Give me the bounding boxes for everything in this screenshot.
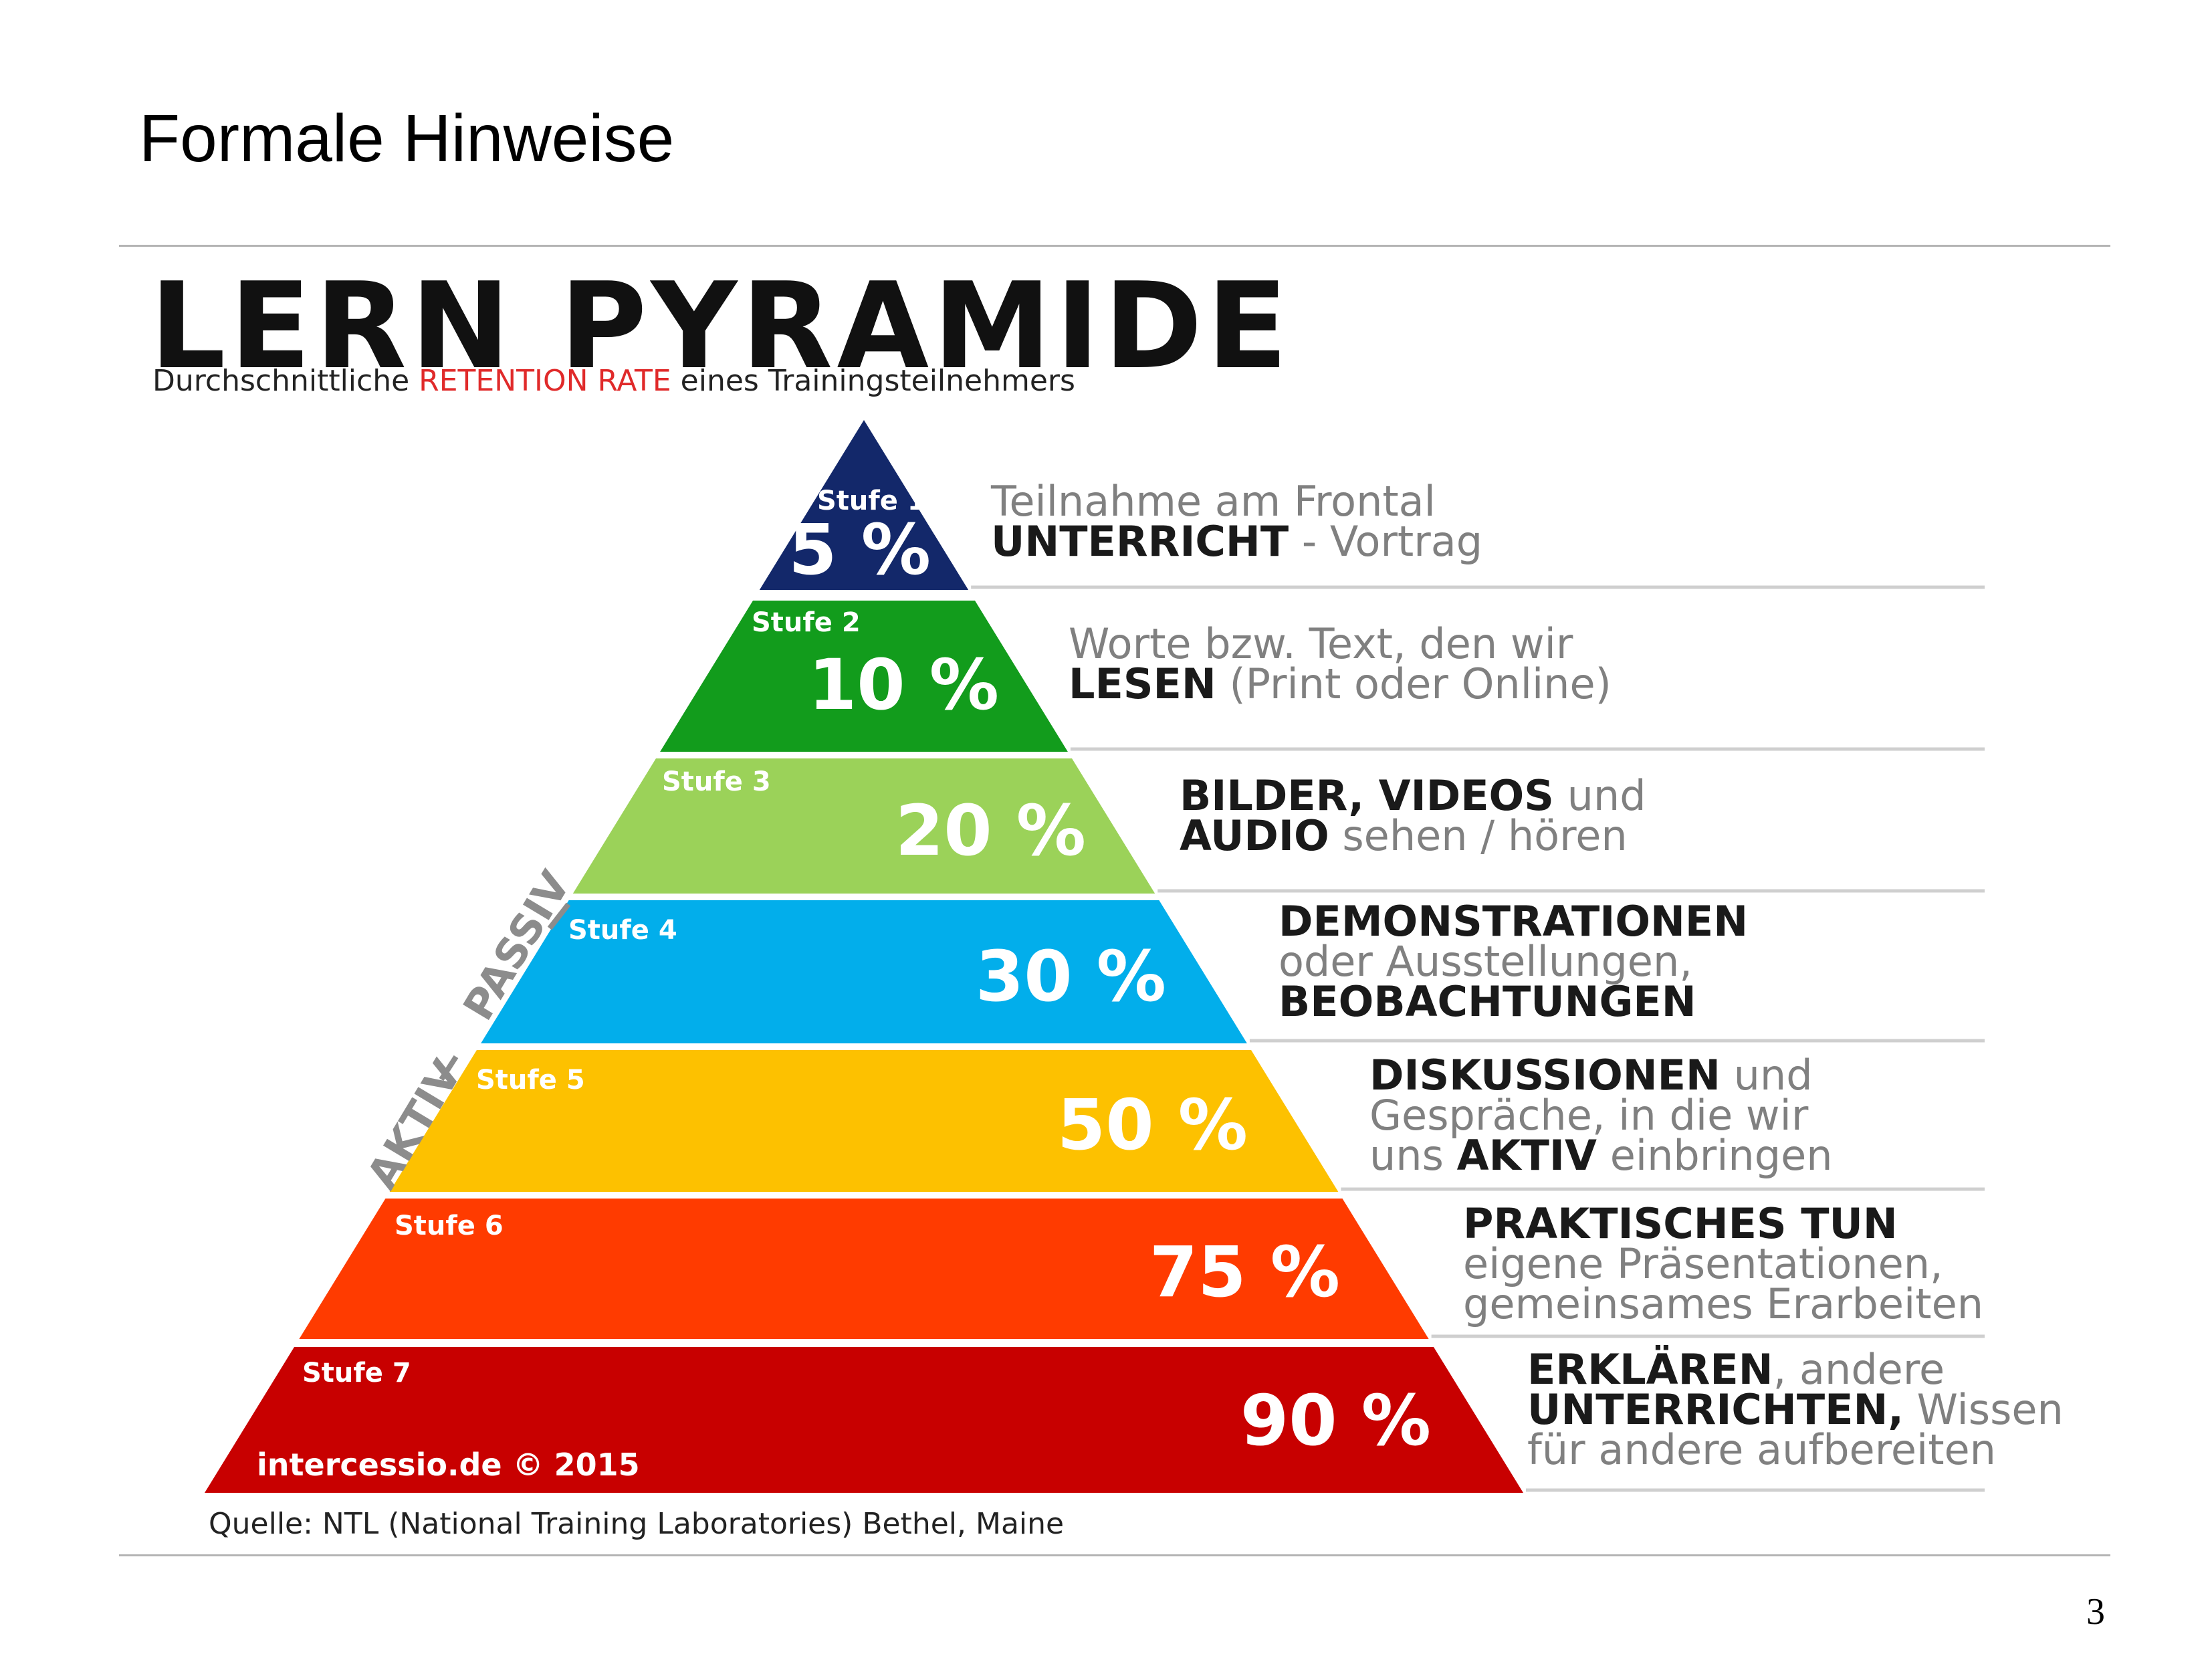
description-text: Wissen: [1903, 1385, 2064, 1434]
tier-description-5: DISKUSSIONEN und Gespräche, in die wir uns…: [1369, 1055, 1833, 1176]
percent-label-4: 30 %: [976, 936, 1166, 1017]
pyramid-tier-7: [205, 1347, 1523, 1493]
pyramid-tier-3: [572, 758, 1155, 894]
emphasized-text: UNTERRICHTEN,: [1527, 1385, 1904, 1434]
tier-description-4: DEMONSTRATIONEN oder Ausstellungen, BEOBAC…: [1279, 901, 1748, 1023]
percent-label-1: 5 %: [788, 509, 931, 591]
tier-description-line: AUDIO sehen / hören: [1180, 815, 1646, 857]
stage-label-2: Stufe 2: [752, 607, 861, 638]
emphasized-text: ERKLÄREN: [1527, 1345, 1773, 1394]
description-text: gemeinsames Erarbeiten: [1463, 1279, 1984, 1328]
tier-description-line: UNTERRICHT - Vortrag: [991, 521, 1482, 562]
description-text: einbringen: [1596, 1131, 1833, 1180]
tier-description-line: eigene Präsentationen,: [1463, 1243, 1983, 1285]
tier-description-line: für andere aufbereiten: [1527, 1429, 2064, 1471]
tier-description-line: DISKUSSIONEN und: [1369, 1055, 1833, 1096]
stage-label-7: Stufe 7: [302, 1358, 411, 1388]
divider-bottom: [119, 1554, 2110, 1556]
tier-description-7: ERKLÄREN, andere UNTERRICHTEN, Wissen für …: [1527, 1349, 2064, 1471]
pyramid-tier-1: [759, 420, 969, 590]
emphasized-text: UNTERRICHT: [991, 517, 1289, 566]
tier-description-line: BILDER, VIDEOS und: [1180, 775, 1646, 817]
description-text: eigene Präsentationen,: [1463, 1239, 1943, 1288]
emphasized-text: DEMONSTRATIONEN: [1279, 897, 1749, 946]
emphasized-text: AKTIV: [1456, 1131, 1597, 1180]
tier-description-line: LESEN (Print oder Online): [1069, 663, 1612, 705]
description-text: Worte bzw. Text, den wir: [1069, 619, 1573, 668]
subtitle-suffix: eines Trainingsteilnehmers: [671, 364, 1075, 398]
subtitle-prefix: Durchschnittliche: [152, 364, 419, 398]
tier-description-1: Teilnahme am Frontal UNTERRICHT - Vortrag: [991, 481, 1482, 562]
percent-label-5: 50 %: [1057, 1084, 1248, 1166]
description-text: (Print oder Online): [1216, 659, 1612, 708]
stage-label-5: Stufe 5: [476, 1065, 585, 1096]
tier-description-2: Worte bzw. Text, den wir LESEN (Print ode…: [1069, 623, 1612, 705]
stage-label-1: Stufe 1: [817, 486, 926, 516]
tier-description-line: uns AKTIV einbringen: [1369, 1135, 1833, 1176]
pyramid-tier-6: [299, 1199, 1429, 1339]
description-text: oder Ausstellungen,: [1279, 937, 1692, 986]
emphasized-text: BEOBACHTUNGEN: [1279, 977, 1696, 1026]
tier-description-line: BEOBACHTUNGEN: [1279, 981, 1748, 1023]
description-text: und: [1553, 771, 1646, 820]
active-bracket: [439, 1055, 459, 1081]
tier-description-line: Worte bzw. Text, den wir: [1069, 623, 1612, 665]
tier-description-3: BILDER, VIDEOS und AUDIO sehen / hören: [1180, 775, 1646, 857]
pyramid-tier-4: [481, 900, 1247, 1043]
stage-label-6: Stufe 6: [395, 1211, 504, 1241]
emphasized-text: AUDIO: [1180, 811, 1329, 860]
description-text: Teilnahme am Frontal: [991, 477, 1436, 526]
description-text: - Vortrag: [1289, 517, 1483, 566]
description-text: für andere aufbereiten: [1527, 1425, 1996, 1474]
description-text: und: [1720, 1051, 1813, 1100]
divider-top: [119, 245, 2110, 247]
tier-description-line: Teilnahme am Frontal: [991, 481, 1482, 522]
stage-label-4: Stufe 4: [568, 915, 677, 946]
tier-description-line: PRAKTISCHES TUN: [1463, 1203, 1983, 1245]
subtitle-highlight: RETENTION RATE: [419, 364, 671, 398]
description-text: , andere: [1773, 1345, 1945, 1394]
page-number: 3: [2086, 1591, 2105, 1633]
tier-description-line: ERKLÄREN, andere: [1527, 1349, 2064, 1390]
percent-label-2: 10 %: [808, 644, 999, 726]
tier-description-line: gemeinsames Erarbeiten: [1463, 1283, 1983, 1325]
tier-description-line: UNTERRICHTEN, Wissen: [1527, 1389, 2064, 1431]
pyramid-tier-5: [389, 1050, 1339, 1192]
tier-description-line: oder Ausstellungen,: [1279, 941, 1748, 982]
description-text: sehen / hören: [1329, 811, 1628, 860]
description-text: uns: [1369, 1131, 1457, 1180]
source-note: Quelle: NTL (National Training Laborator…: [209, 1507, 1065, 1541]
emphasized-text: PRAKTISCHES TUN: [1463, 1199, 1898, 1248]
emphasized-text: LESEN: [1069, 659, 1216, 708]
description-text: Gespräche, in die wir: [1369, 1091, 1809, 1140]
tier-description-6: PRAKTISCHES TUN eigene Präsentationen, gem…: [1463, 1203, 1983, 1325]
percent-label-6: 75 %: [1149, 1231, 1340, 1313]
pyramid-tier-2: [660, 601, 1068, 752]
stage-label-3: Stufe 3: [662, 766, 771, 797]
passive-bracket: [547, 902, 571, 930]
emphasized-text: BILDER, VIDEOS: [1180, 771, 1554, 820]
percent-label-7: 90 %: [1240, 1380, 1431, 1461]
graphic-title: LERN PYRAMIDE: [150, 257, 1292, 395]
percent-label-3: 20 %: [895, 790, 1086, 871]
graphic-subtitle: Durchschnittliche RETENTION RATE eines T…: [152, 364, 1075, 398]
tier-description-line: Gespräche, in die wir: [1369, 1095, 1833, 1136]
slide-title: Formale Hinweise: [139, 101, 675, 176]
emphasized-text: DISKUSSIONEN: [1369, 1051, 1721, 1100]
copyright-label: intercessio.de © 2015: [257, 1447, 640, 1483]
tier-description-line: DEMONSTRATIONEN: [1279, 901, 1748, 942]
